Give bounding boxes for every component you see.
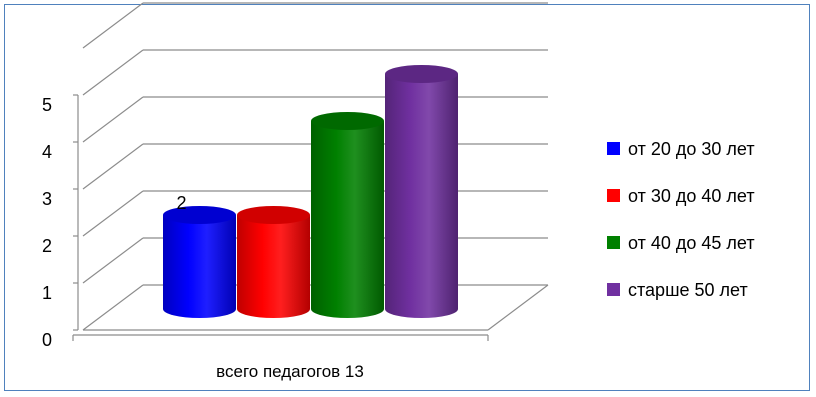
legend-label: старше 50 лет — [628, 280, 748, 300]
gridline-wall-1 — [82, 237, 144, 284]
x-category-label: всего педагогов 13 — [216, 362, 364, 381]
bar-3 — [311, 112, 384, 318]
bar-top — [385, 65, 458, 83]
y-axis-tick-labels: 0 1 2 3 4 5 — [42, 95, 52, 350]
data-label: 2 — [176, 193, 186, 213]
legend-label: от 30 до 40 лет — [628, 186, 755, 206]
legend-item-2: от 30 до 40 лет — [607, 186, 755, 206]
bar-body — [237, 215, 310, 318]
legend-swatch — [607, 283, 620, 296]
y-tick-label: 0 — [42, 330, 52, 350]
data-labels: 2 — [176, 193, 186, 213]
floor-right-edge — [487, 284, 549, 331]
chart-axes — [72, 94, 489, 341]
bar-body — [163, 215, 236, 318]
bar-top — [311, 112, 384, 130]
legend-item-1: от 20 до 30 лет — [607, 139, 755, 159]
legend-swatch — [607, 142, 620, 155]
bar-top — [237, 206, 310, 224]
bar-body — [385, 74, 458, 318]
bar-2 — [237, 206, 310, 318]
gridline-wall-3 — [82, 143, 144, 190]
gridline-wall-0 — [82, 284, 144, 331]
legend-swatch — [607, 236, 620, 249]
x-axis-category-labels: всего педагогов 13 — [216, 362, 364, 381]
legend-label: от 20 до 30 лет — [628, 139, 755, 159]
gridline-wall-6 — [82, 2, 144, 49]
chart-bars — [163, 65, 458, 318]
gridline-wall-4 — [82, 96, 144, 143]
bar-top — [163, 206, 236, 224]
y-tick-label: 5 — [42, 95, 52, 115]
legend-label: от 40 до 45 лет — [628, 233, 755, 253]
chart-legend: от 20 до 30 лет от 30 до 40 лет от 40 до 4… — [607, 139, 755, 300]
legend-item-3: от 40 до 45 лет — [607, 233, 755, 253]
y-tick-label: 2 — [42, 236, 52, 256]
legend-item-4: старше 50 лет — [607, 280, 748, 300]
legend-swatch — [607, 189, 620, 202]
gridline-wall-2 — [82, 190, 144, 237]
bar-body — [311, 121, 384, 318]
y-tick-label: 1 — [42, 283, 52, 303]
gridline-wall-5 — [82, 49, 144, 96]
y-tick-label: 4 — [42, 142, 52, 162]
bar-4 — [385, 65, 458, 318]
y-tick-label: 3 — [42, 189, 52, 209]
bar-1 — [163, 206, 236, 318]
